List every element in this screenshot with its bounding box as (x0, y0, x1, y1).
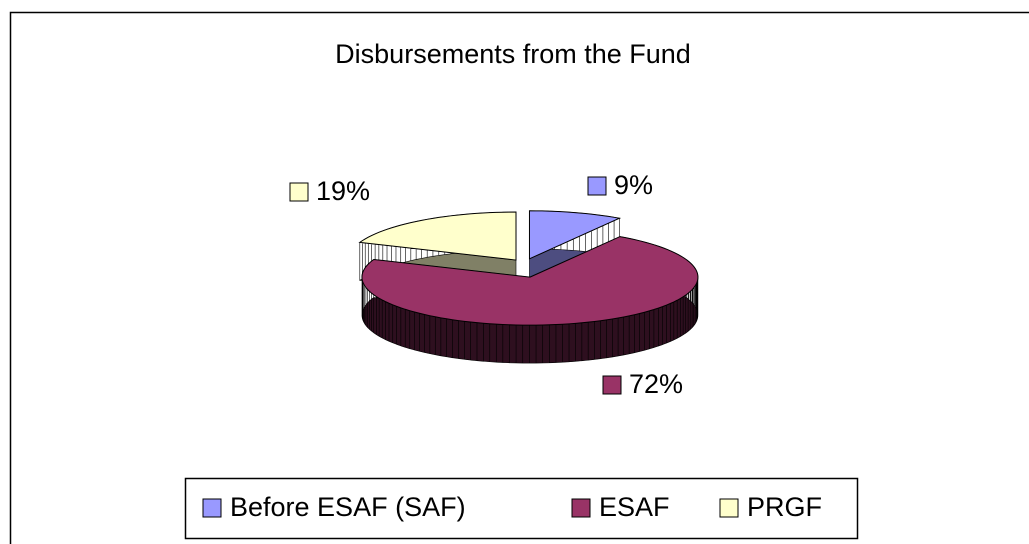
data-label: 19% (316, 176, 370, 206)
legend-label: PRGF (747, 492, 822, 522)
data-label-key (602, 375, 622, 395)
legend-key (719, 498, 739, 518)
data-label-key (587, 176, 607, 196)
slice (361, 236, 699, 326)
slice (528, 210, 622, 260)
legend-key (202, 498, 222, 518)
data-label: 72% (629, 369, 683, 399)
legend-label: ESAF (599, 492, 670, 522)
data-label-key (289, 182, 309, 202)
legend-label: Before ESAF (SAF) (230, 492, 466, 522)
legend-key (571, 498, 591, 518)
slice (358, 211, 517, 261)
legend-box (184, 477, 859, 540)
chart-title: Disbursements from the Fund (335, 39, 691, 69)
data-label: 9% (614, 170, 653, 200)
